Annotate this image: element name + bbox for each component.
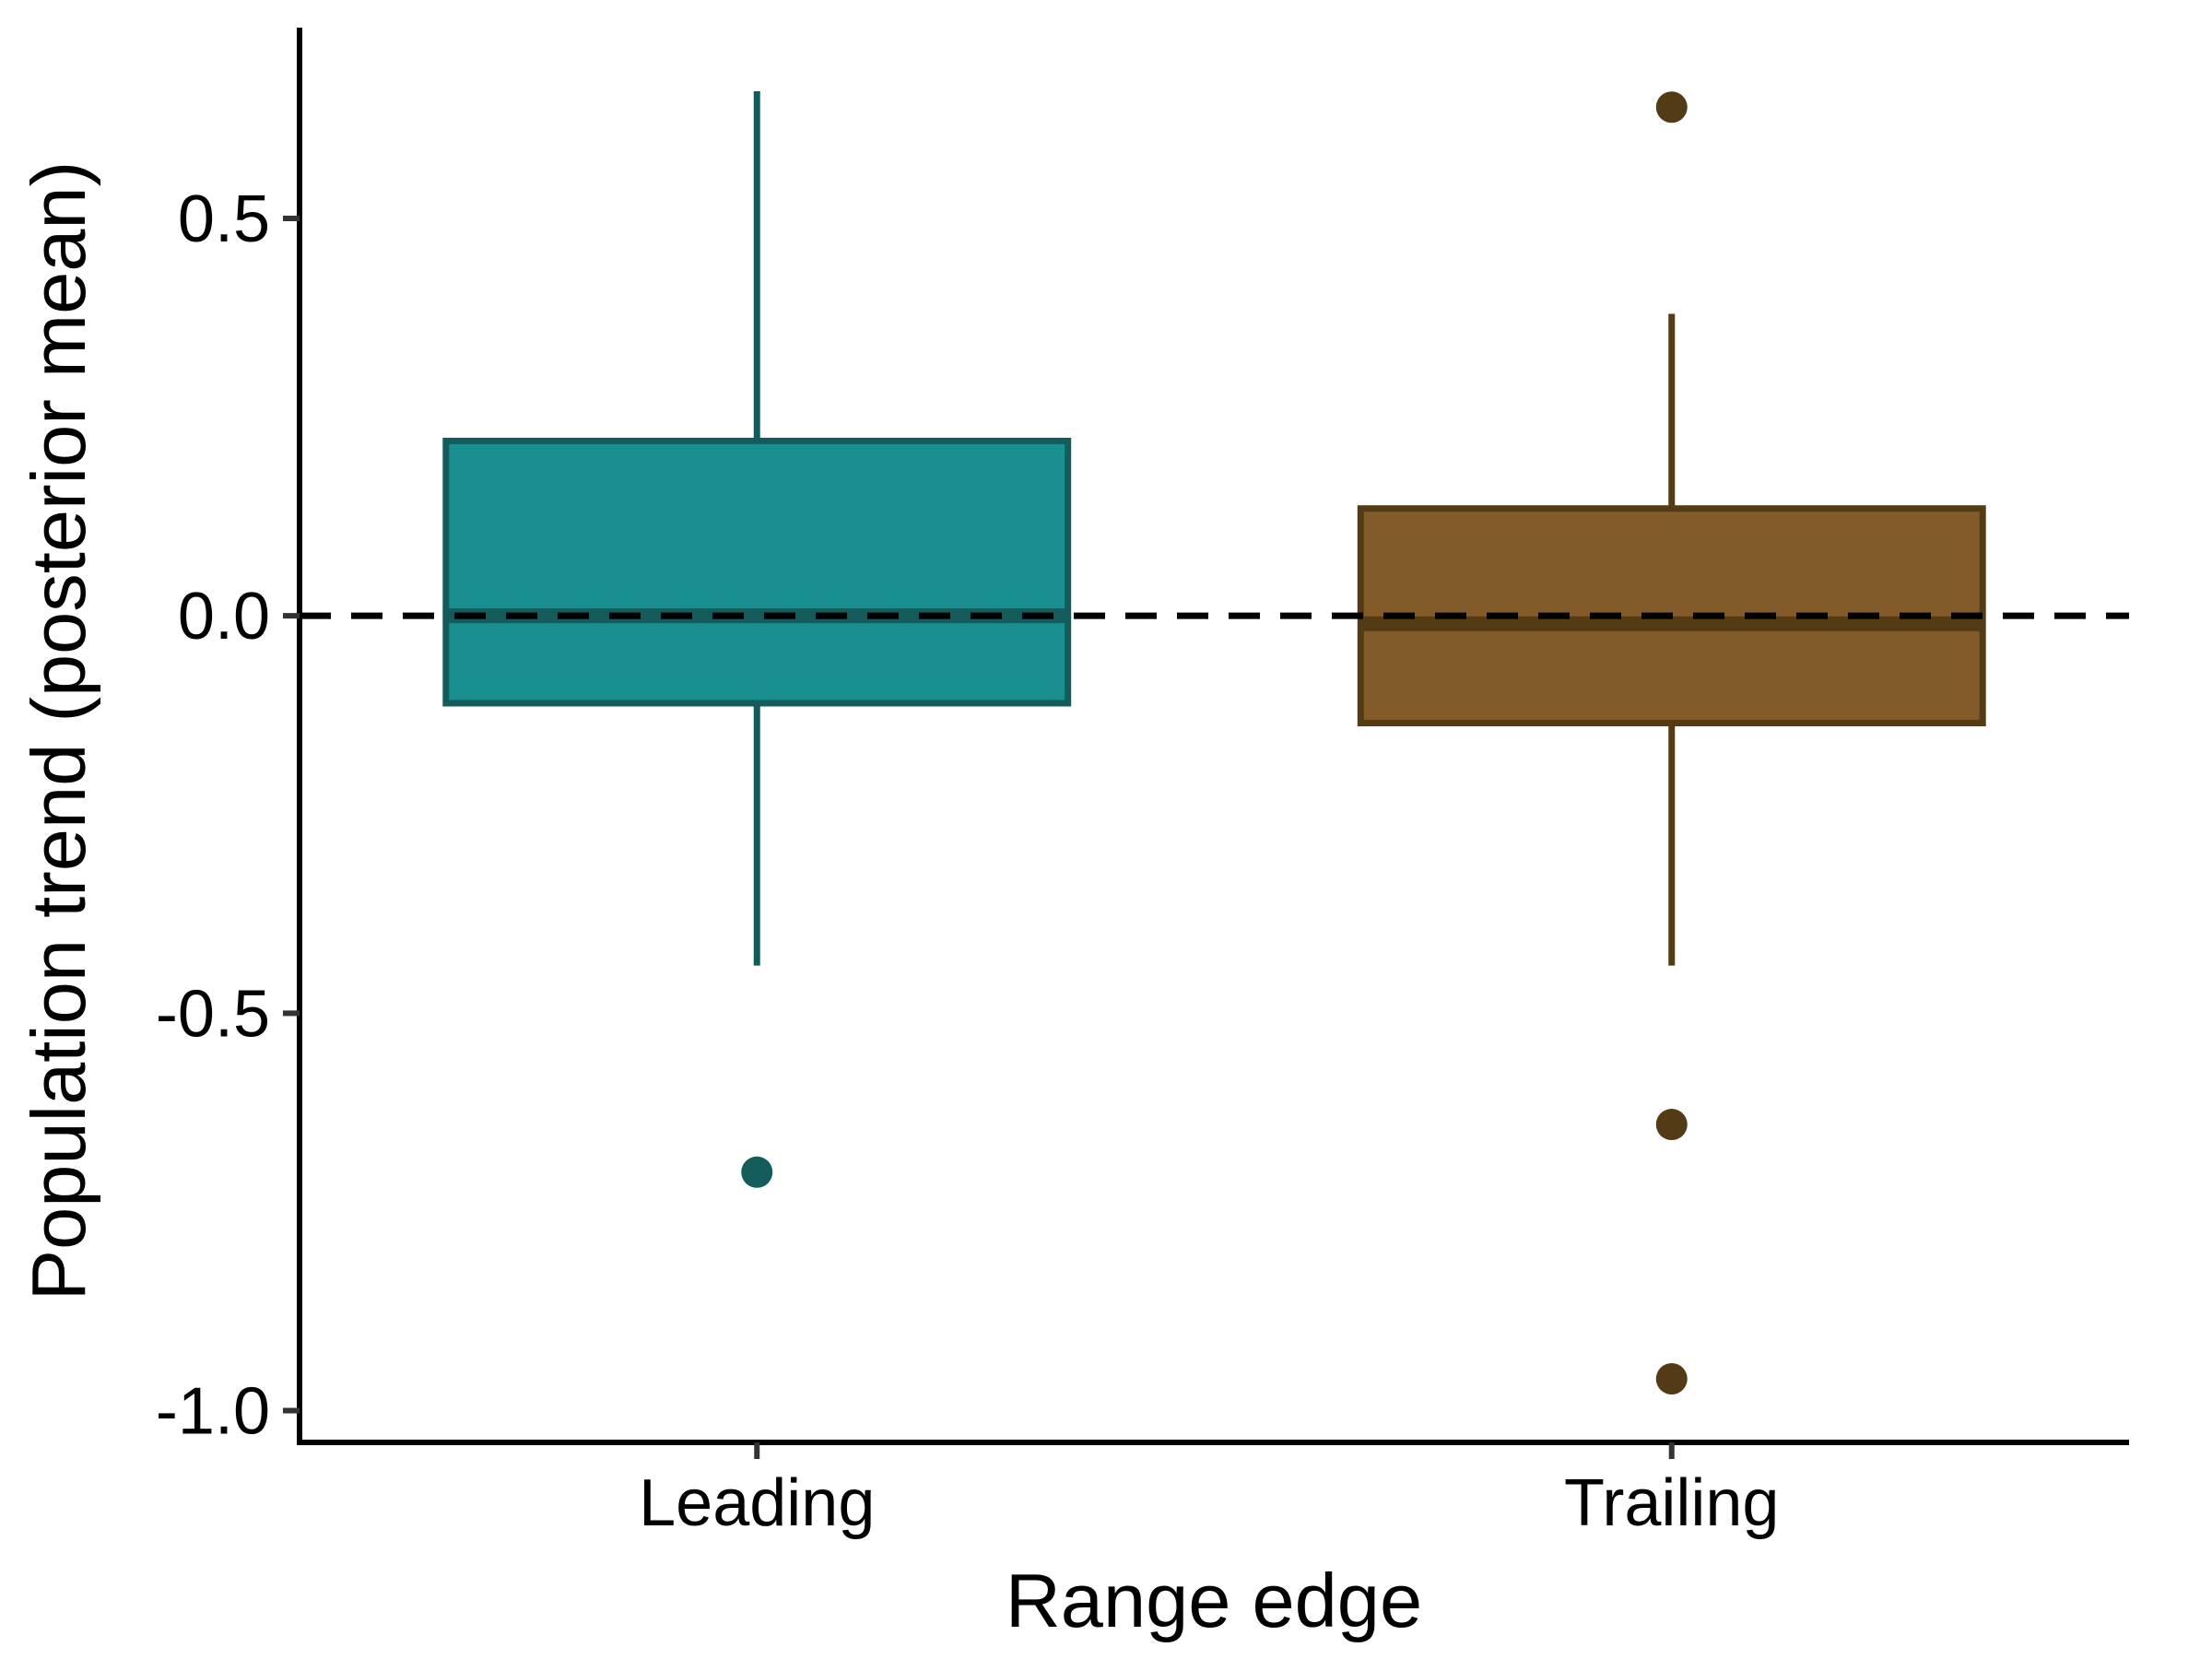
box-group-leading	[442, 90, 1072, 1188]
y-tick-label: 0.0	[178, 580, 270, 653]
outlier-point-trailing-1	[1655, 1109, 1688, 1141]
outlier-point-leading-0	[741, 1156, 773, 1188]
boxes-layer	[442, 90, 1986, 1395]
y-tick-label: -0.5	[156, 977, 270, 1051]
axes-layer	[297, 28, 2129, 1445]
x-ticks-layer: Leading Trailing	[639, 1442, 1779, 1540]
box-leading	[442, 437, 1072, 707]
x-tick-label: Leading	[639, 1466, 875, 1540]
x-tick-label: Trailing	[1564, 1466, 1779, 1540]
y-ticks-layer: -1.0 -0.5 0.0 0.5	[156, 182, 300, 1449]
outlier-point-trailing-0	[1655, 91, 1688, 124]
x-axis-title: Range edge	[1006, 1558, 1422, 1643]
box-group-trailing	[1357, 91, 1986, 1395]
outlier-point-trailing-2	[1655, 1363, 1688, 1395]
y-axis-title: Population trend (posterior mean)	[16, 161, 101, 1300]
y-tick-label: 0.5	[178, 182, 270, 256]
y-tick-label: -1.0	[156, 1375, 270, 1449]
